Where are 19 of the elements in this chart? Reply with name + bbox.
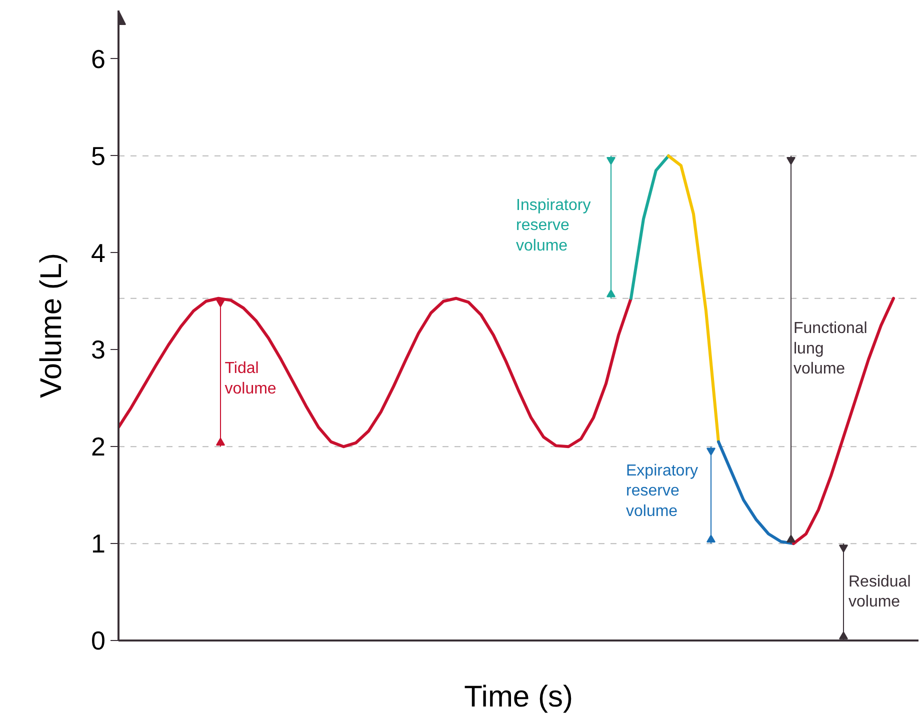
y-tick-label: 1	[91, 528, 106, 559]
y-tick-label: 3	[91, 334, 106, 365]
annotation: Tidal volume	[224, 360, 276, 398]
y-tick-label: 0	[91, 626, 106, 656]
line-series	[630, 154, 670, 300]
x-axis-title: Time (s)	[464, 680, 573, 714]
line-series	[667, 154, 720, 444]
y-axis-title: Volume (L)	[35, 252, 68, 398]
y-tick-label: 6	[91, 44, 106, 74]
line-series	[792, 296, 895, 546]
annotation: Residual volume	[848, 573, 911, 611]
line-series	[717, 440, 795, 546]
y-tick-label: 4	[91, 238, 106, 268]
annotation: Inspiratory reserve volume	[516, 196, 591, 255]
y-tick-label: 5	[91, 140, 106, 171]
annotation: Expiratory reserve volume	[626, 462, 698, 520]
annotation: Functional lung volume	[794, 320, 868, 378]
line-series	[118, 296, 632, 448]
y-tick-label: 2	[91, 432, 106, 462]
